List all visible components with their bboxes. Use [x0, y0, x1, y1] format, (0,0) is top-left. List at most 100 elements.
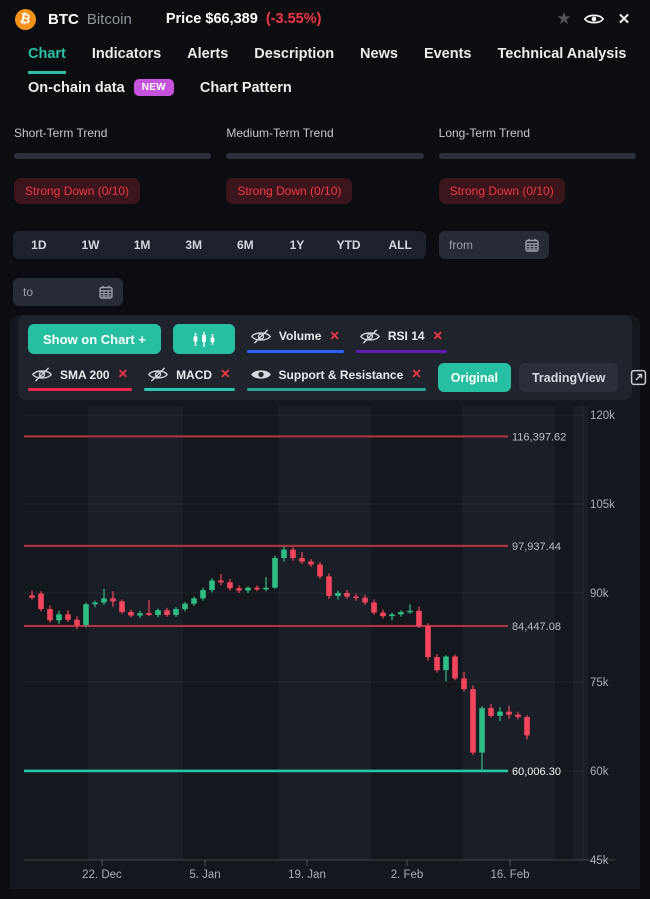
indicator-chip-sma200[interactable]: SMA 200 ✕ — [28, 364, 133, 391]
candle-body-up — [173, 609, 179, 615]
tab-bar: Chart Indicators Alerts Description News Even… — [0, 38, 650, 108]
candle-body-up — [155, 610, 161, 615]
tab-label: Indicators — [91, 46, 162, 62]
candle-body-down — [515, 714, 521, 718]
range-button-3m[interactable]: 3M — [185, 238, 203, 252]
y-axis-tick-label: 45k — [590, 855, 609, 867]
tab-chart-pattern[interactable]: Chart Pattern — [200, 74, 292, 108]
candle-body-down — [128, 611, 134, 616]
tab-technical-analysis[interactable]: Technical Analysis — [498, 40, 627, 74]
eye-slash-icon[interactable] — [32, 367, 52, 382]
chart-panel: Show on Chart + Volume ✕ RSI 14 ✕ SMA 20… — [10, 315, 647, 889]
candle-body-down — [146, 613, 152, 615]
candle-body-up — [479, 708, 485, 753]
indicator-color-underline — [144, 388, 235, 391]
expand-icon — [631, 369, 647, 386]
price-chart[interactable]: 120k 105k 90k 75k 60k 45k 22. Dec 5. Jan 19. Jan… — [10, 404, 640, 894]
range-button-6m[interactable]: 6M — [236, 238, 254, 252]
candle-body-down — [452, 656, 458, 679]
candle-body-down — [227, 582, 233, 589]
favorite-star-icon[interactable]: ★ — [556, 9, 572, 28]
range-button-1m[interactable]: 1M — [133, 238, 151, 252]
candle-body-down — [488, 708, 494, 716]
tab-indicators[interactable]: Indicators — [92, 40, 161, 74]
y-axis-tick-label: 60k — [590, 766, 609, 778]
candle-body-down — [416, 610, 422, 627]
tabs-row-1: Chart Indicators Alerts Description News Even… — [28, 40, 650, 74]
candle-body-up — [389, 614, 395, 617]
chart-background-band — [462, 406, 555, 860]
x-axis-tick-label: 16. Feb — [491, 869, 530, 881]
candle-body-down — [506, 711, 512, 715]
range-button-1d[interactable]: 1D — [31, 238, 47, 252]
eye-icon[interactable] — [250, 367, 271, 382]
candle-body-down — [344, 593, 350, 597]
tab-chart[interactable]: Chart — [28, 40, 66, 74]
view-tradingview-button[interactable]: TradingView — [518, 363, 619, 392]
candle-body-down — [65, 614, 71, 620]
indicator-color-underline — [355, 349, 448, 353]
y-axis-tick-label: 105k — [590, 499, 615, 511]
candle-body-down — [380, 612, 386, 617]
tabs-row-2: On-chain data NEW Chart Pattern — [28, 74, 650, 108]
range-button-1w[interactable]: 1W — [81, 238, 100, 252]
candle-body-down — [29, 595, 35, 598]
candle-body-up — [245, 587, 251, 591]
candle-body-up — [137, 613, 143, 616]
remove-indicator-icon[interactable]: ✕ — [220, 367, 231, 382]
trend-summary-section: Short-Term Trend Strong Down (0/10) Medi… — [0, 120, 650, 204]
view-original-button[interactable]: Original — [437, 363, 511, 392]
remove-indicator-icon[interactable]: ✕ — [432, 328, 444, 343]
remove-indicator-icon[interactable]: ✕ — [117, 367, 129, 382]
tab-news[interactable]: News — [360, 40, 398, 74]
tab-label: Technical Analysis — [497, 46, 627, 62]
widget-header: ₿ BTC Bitcoin Price $66,389 (-3.55%) ★ ✕ — [0, 0, 650, 38]
trend-status-badge: Strong Down (0/10) — [14, 178, 141, 204]
range-button-all[interactable]: ALL — [388, 238, 412, 252]
chart-background-band — [88, 406, 183, 860]
eye-slash-icon[interactable] — [250, 328, 271, 344]
x-axis-tick-label: 2. Feb — [391, 869, 424, 881]
indicator-chip-volume[interactable]: Volume ✕ — [246, 326, 344, 353]
trend-title: Medium-Term Trend — [226, 126, 334, 140]
tab-alerts[interactable]: Alerts — [187, 40, 228, 74]
trend-column-long: Long-Term Trend Strong Down (0/10) — [438, 120, 636, 204]
y-axis-tick-label: 75k — [590, 677, 609, 689]
indicator-chip-support-resistance[interactable]: Support & Resistance ✕ — [246, 364, 426, 391]
tab-label: Description — [254, 46, 335, 62]
indicator-color-underline — [246, 388, 426, 391]
tab-events[interactable]: Events — [424, 40, 472, 74]
show-on-chart-button[interactable]: Show on Chart + — [28, 324, 161, 354]
candle-body-down — [524, 717, 530, 736]
trend-column-medium: Medium-Term Trend Strong Down (0/10) — [226, 120, 424, 204]
indicator-chip-rsi[interactable]: RSI 14 ✕ — [355, 326, 448, 353]
date-to-input[interactable]: to — [13, 278, 123, 306]
candle-body-up — [281, 549, 287, 558]
eye-slash-icon[interactable] — [148, 367, 169, 382]
expand-chart-button[interactable] — [630, 369, 647, 386]
range-button-1y[interactable]: 1Y — [289, 238, 305, 252]
new-badge: NEW — [133, 79, 174, 96]
eye-slash-icon[interactable] — [359, 328, 380, 344]
range-button-ytd[interactable]: YTD — [336, 238, 361, 252]
remove-indicator-icon[interactable]: ✕ — [329, 328, 340, 343]
tab-on-chain-data[interactable]: On-chain data NEW — [28, 73, 174, 108]
remove-indicator-icon[interactable]: ✕ — [411, 367, 422, 382]
candlestick-style-button[interactable] — [172, 324, 235, 354]
candle-body-down — [236, 588, 242, 591]
tab-label: Chart — [28, 46, 66, 62]
tab-label: Events — [423, 46, 472, 62]
date-from-input[interactable]: from — [439, 231, 549, 259]
candle-body-down — [47, 609, 53, 621]
candle-body-down — [164, 610, 170, 615]
tab-description[interactable]: Description — [254, 40, 334, 74]
candle-body-down — [371, 602, 377, 613]
candle-body-up — [407, 610, 413, 613]
calendar-icon — [525, 238, 539, 252]
trend-status-badge: Strong Down (0/10) — [226, 178, 353, 204]
trend-gauge-bar — [14, 153, 212, 159]
range-button-group: 1D 1W 1M 3M 6M 1Y YTD ALL — [13, 231, 426, 259]
watch-eye-icon[interactable] — [583, 12, 605, 26]
indicator-chip-macd[interactable]: MACD ✕ — [144, 364, 235, 391]
close-icon[interactable]: ✕ — [617, 11, 631, 28]
